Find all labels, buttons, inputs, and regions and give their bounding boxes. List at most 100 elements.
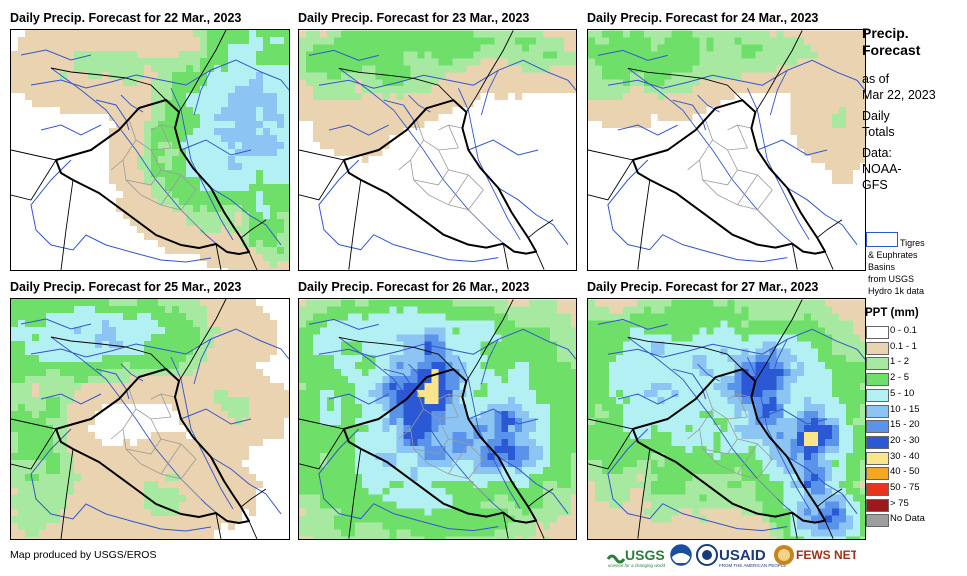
precip-cell [354,445,362,453]
precip-cell [347,362,355,370]
precip-cell [221,184,228,191]
precip-cell [158,383,165,390]
precip-cell [417,313,425,321]
precip-cell [643,341,651,349]
precip-cell [333,79,341,87]
precip-cell [629,334,637,342]
precip-cell [305,466,313,474]
precip-cell [622,65,630,73]
precip-cell [88,495,95,502]
precip-cell [790,128,798,136]
precip-cell [354,515,362,523]
precip-cell [452,501,460,509]
precip-cell [501,348,509,356]
precip-cell [242,369,249,376]
precip-cell [123,170,130,177]
precip-cell [67,320,74,327]
precip-cell [333,128,341,136]
precip-cell [671,114,679,122]
precip-cell [340,100,348,108]
precip-cell [424,390,432,398]
precip-cell [123,135,130,142]
precip-cell [769,334,777,342]
precip-cell [347,30,355,38]
precip-cell [221,348,228,355]
precip-cell [242,156,249,163]
precip-cell [571,313,576,321]
precip-cell [571,51,576,59]
precip-cell [88,383,95,390]
precip-cell [608,121,616,129]
precip-cell [825,72,833,80]
precip-cell [678,306,686,314]
precip-cell [608,93,616,101]
precip-cell [615,327,623,335]
precip-cell [242,397,249,404]
precip-cell [39,72,46,79]
precip-cell [193,93,200,100]
precip-cell [158,530,165,537]
precip-cell [494,327,502,335]
precip-cell [326,362,334,370]
precip-cell [88,397,95,404]
precip-cell [375,390,383,398]
precip-cell [508,480,516,488]
precip-cell [299,362,306,370]
precip-cell [340,459,348,467]
precip-cell [487,431,495,439]
precip-cell [221,191,228,198]
precip-cell [522,320,530,328]
precip-cell [249,121,256,128]
precip-cell [536,459,544,467]
precip-cell [214,397,221,404]
precip-cell [706,37,714,45]
precip-cell [116,142,123,149]
precip-cell [480,51,488,59]
precip-cell [249,474,256,481]
precip-cell [46,390,53,397]
precip-cell [368,348,376,356]
precip-cell [284,100,289,107]
precip-cell [46,86,53,93]
precip-cell [720,79,728,87]
precip-cell [102,509,109,516]
precip-cell [564,72,572,80]
precip-cell [193,135,200,142]
precip-cell [832,306,840,314]
precip-cell [473,431,481,439]
precip-cell [95,523,102,530]
precip-cell [615,348,623,356]
precip-cell [692,86,700,94]
precip-cell [25,320,32,327]
precip-cell [207,212,214,219]
precip-cell [375,508,383,516]
precip-cell [46,502,53,509]
precip-cell [818,100,826,108]
precip-cell [445,431,453,439]
precip-cell [347,37,355,45]
precip-cell [186,93,193,100]
precip-cell [200,30,207,37]
precip-cell [522,418,530,425]
precip-cell [186,247,193,254]
precip-cell [466,348,474,356]
precip-cell [284,163,289,170]
precip-cell [608,306,616,314]
precip-cell [74,467,81,474]
precip-cell [536,30,544,38]
precip-cell [319,445,327,453]
precip-cell [825,37,833,45]
precip-cell [615,299,623,307]
precip-cell [172,488,179,495]
precip-cell [417,536,425,539]
precip-cell [144,376,151,383]
precip-cell [741,44,749,52]
precip-cell [389,529,397,537]
precip-cell [529,306,537,314]
precip-cell [326,107,334,115]
precip-cell [508,79,516,87]
precip-cell [11,397,18,404]
precip-cell [692,44,700,52]
precip-cell [699,58,707,66]
precip-cell [466,438,474,446]
